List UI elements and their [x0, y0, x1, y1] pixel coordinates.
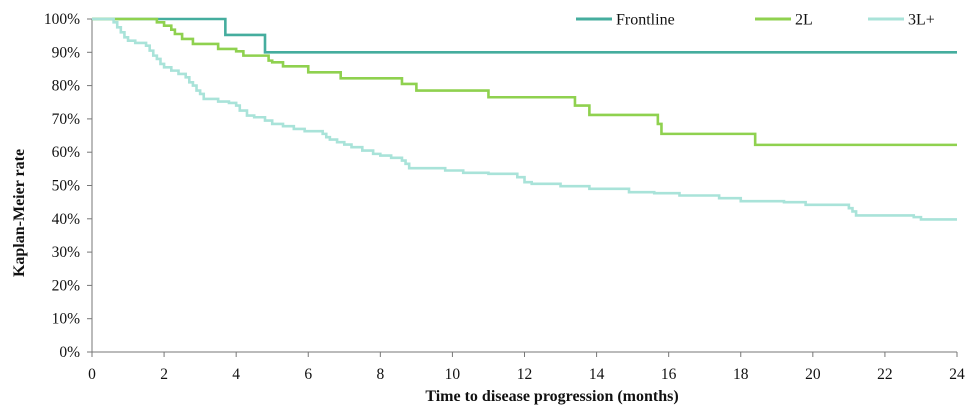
series-line-2l [92, 17, 957, 147]
x-tick-label: 4 [232, 366, 240, 383]
y-tick-label: 90% [52, 44, 81, 61]
x-tick-label: 0 [88, 366, 96, 383]
y-tick-label: 30% [52, 244, 81, 261]
y-tick-label: 70% [52, 111, 81, 128]
legend-label: Frontline [616, 12, 675, 29]
series-line-frontline [92, 17, 957, 54]
legend-label: 2L [795, 12, 813, 29]
x-axis-title: Time to disease progression (months) [425, 388, 678, 405]
x-tick-label: 24 [949, 366, 965, 383]
y-tick-label: 50% [52, 178, 81, 195]
y-axis-title: Kaplan-Meier rate [11, 149, 28, 277]
x-tick-label: 8 [376, 366, 384, 383]
y-tick-label: 0% [59, 344, 80, 361]
x-tick-label: 16 [661, 366, 677, 383]
y-tick-label: 20% [52, 277, 81, 294]
x-tick-label: 22 [877, 366, 893, 383]
y-tick-label: 40% [52, 211, 81, 228]
x-tick-label: 10 [445, 366, 461, 383]
x-tick-label: 12 [517, 366, 533, 383]
legend-item-2l: 2L [755, 12, 813, 29]
y-tick-label: 100% [44, 11, 80, 28]
x-tick-label: 20 [805, 366, 821, 383]
y-tick-label: 80% [52, 78, 81, 95]
x-tick-label: 2 [160, 366, 168, 383]
legend-label: 3L+ [908, 12, 935, 29]
legend-item-3l-plus: 3L+ [868, 12, 935, 29]
x-tick-label: 18 [733, 366, 749, 383]
x-tick-label: 14 [589, 366, 605, 383]
y-tick-label: 10% [52, 311, 81, 328]
y-tick-label: 60% [52, 144, 81, 161]
series-line-3l-plus [92, 17, 957, 221]
x-tick-label: 6 [304, 366, 312, 383]
legend-item-frontline: Frontline [576, 12, 675, 29]
